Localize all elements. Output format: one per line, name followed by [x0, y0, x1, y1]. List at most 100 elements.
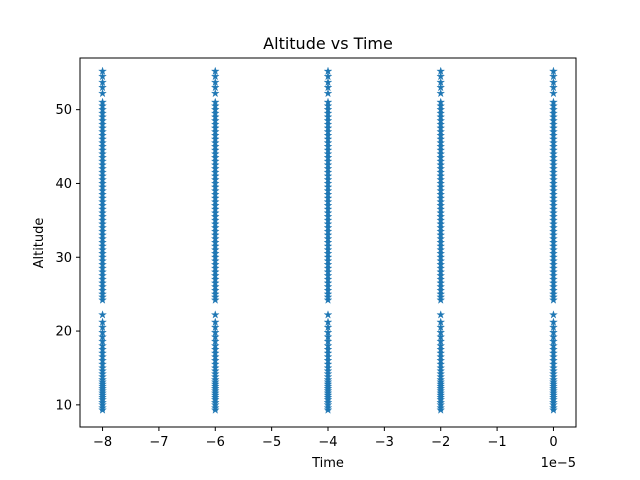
- data-point: [210, 252, 220, 262]
- data-point: [210, 379, 220, 388]
- data-point: [436, 200, 446, 210]
- data-point: [323, 200, 333, 210]
- data-point: [210, 377, 220, 386]
- data-point: [210, 123, 220, 132]
- data-point: [436, 241, 446, 250]
- data-point: [436, 344, 446, 354]
- data-point: [436, 101, 446, 110]
- data-point: [323, 256, 333, 265]
- data-point: [549, 341, 558, 350]
- data-point: [323, 193, 333, 202]
- data-point: [98, 377, 107, 386]
- data-point: [436, 282, 446, 291]
- data-point: [323, 292, 333, 301]
- data-point: [323, 377, 333, 386]
- data-point: [210, 292, 220, 301]
- data-point: [323, 375, 333, 384]
- data-point: [549, 226, 558, 236]
- data-point: [436, 66, 446, 76]
- data-point: [436, 405, 446, 414]
- data-point: [549, 237, 558, 247]
- data-point: [98, 263, 107, 273]
- data-point: [323, 332, 333, 341]
- data-point: [98, 204, 107, 214]
- data-point: [210, 259, 220, 269]
- data-point: [210, 193, 220, 202]
- data-point: [436, 237, 446, 247]
- data-point: [436, 398, 446, 407]
- data-point: [210, 186, 220, 195]
- data-point: [549, 71, 558, 81]
- data-point: [210, 241, 220, 250]
- x-tick-label: −4: [318, 435, 337, 450]
- data-point: [210, 359, 220, 369]
- data-point: [436, 395, 446, 404]
- data-point: [98, 395, 107, 404]
- data-point: [98, 352, 107, 361]
- data-point: [549, 186, 558, 195]
- data-point: [98, 66, 107, 76]
- data-point: [436, 381, 446, 391]
- data-point: [436, 322, 446, 332]
- data-point: [323, 252, 333, 262]
- data-point: [98, 403, 107, 412]
- data-point: [98, 392, 107, 402]
- data-point: [549, 138, 558, 147]
- data-point: [436, 234, 446, 243]
- y-tick-label: 10: [55, 398, 72, 413]
- data-point: [549, 230, 558, 239]
- data-point: [210, 310, 220, 319]
- data-point: [323, 355, 333, 365]
- data-point: [436, 97, 446, 107]
- data-point: [436, 182, 446, 191]
- data-point: [549, 223, 558, 232]
- data-point: [549, 322, 558, 332]
- y-tick-label: 30: [55, 251, 72, 266]
- data-point: [323, 363, 333, 372]
- data-point: [98, 134, 107, 143]
- data-point: [323, 248, 333, 258]
- data-point: [323, 259, 333, 269]
- data-point: [210, 234, 220, 243]
- data-point: [549, 197, 558, 206]
- data-point: [549, 398, 558, 407]
- data-point: [436, 141, 446, 151]
- data-point: [323, 267, 333, 276]
- data-point: [549, 134, 558, 143]
- data-point: [436, 123, 446, 132]
- data-point: [549, 263, 558, 273]
- x-axis-offset-label: 1e−5: [541, 456, 576, 471]
- data-point: [549, 248, 558, 258]
- data-point: [98, 71, 107, 81]
- data-point: [98, 310, 107, 319]
- data-point: [210, 223, 220, 232]
- data-point: [549, 241, 558, 250]
- data-point: [549, 327, 558, 337]
- data-point: [436, 71, 446, 81]
- data-point: [549, 245, 558, 254]
- data-point: [98, 149, 107, 158]
- data-point: [436, 348, 446, 357]
- data-point: [549, 274, 558, 284]
- data-point: [210, 383, 220, 393]
- data-point: [549, 171, 558, 180]
- data-point: [210, 226, 220, 236]
- data-point: [210, 400, 220, 409]
- data-point: [549, 178, 558, 188]
- data-point: [210, 149, 220, 158]
- data-point: [210, 215, 220, 225]
- x-tick-label: −2: [431, 435, 450, 450]
- data-point: [549, 282, 558, 291]
- data-point: [210, 336, 220, 346]
- data-point: [323, 71, 333, 81]
- data-point: [210, 189, 220, 199]
- data-point: [210, 375, 220, 384]
- data-point: [323, 274, 333, 284]
- data-point: [323, 101, 333, 110]
- data-point: [210, 363, 220, 372]
- data-point: [210, 390, 220, 400]
- data-point: [98, 245, 107, 254]
- data-point: [210, 369, 220, 378]
- data-point: [323, 395, 333, 404]
